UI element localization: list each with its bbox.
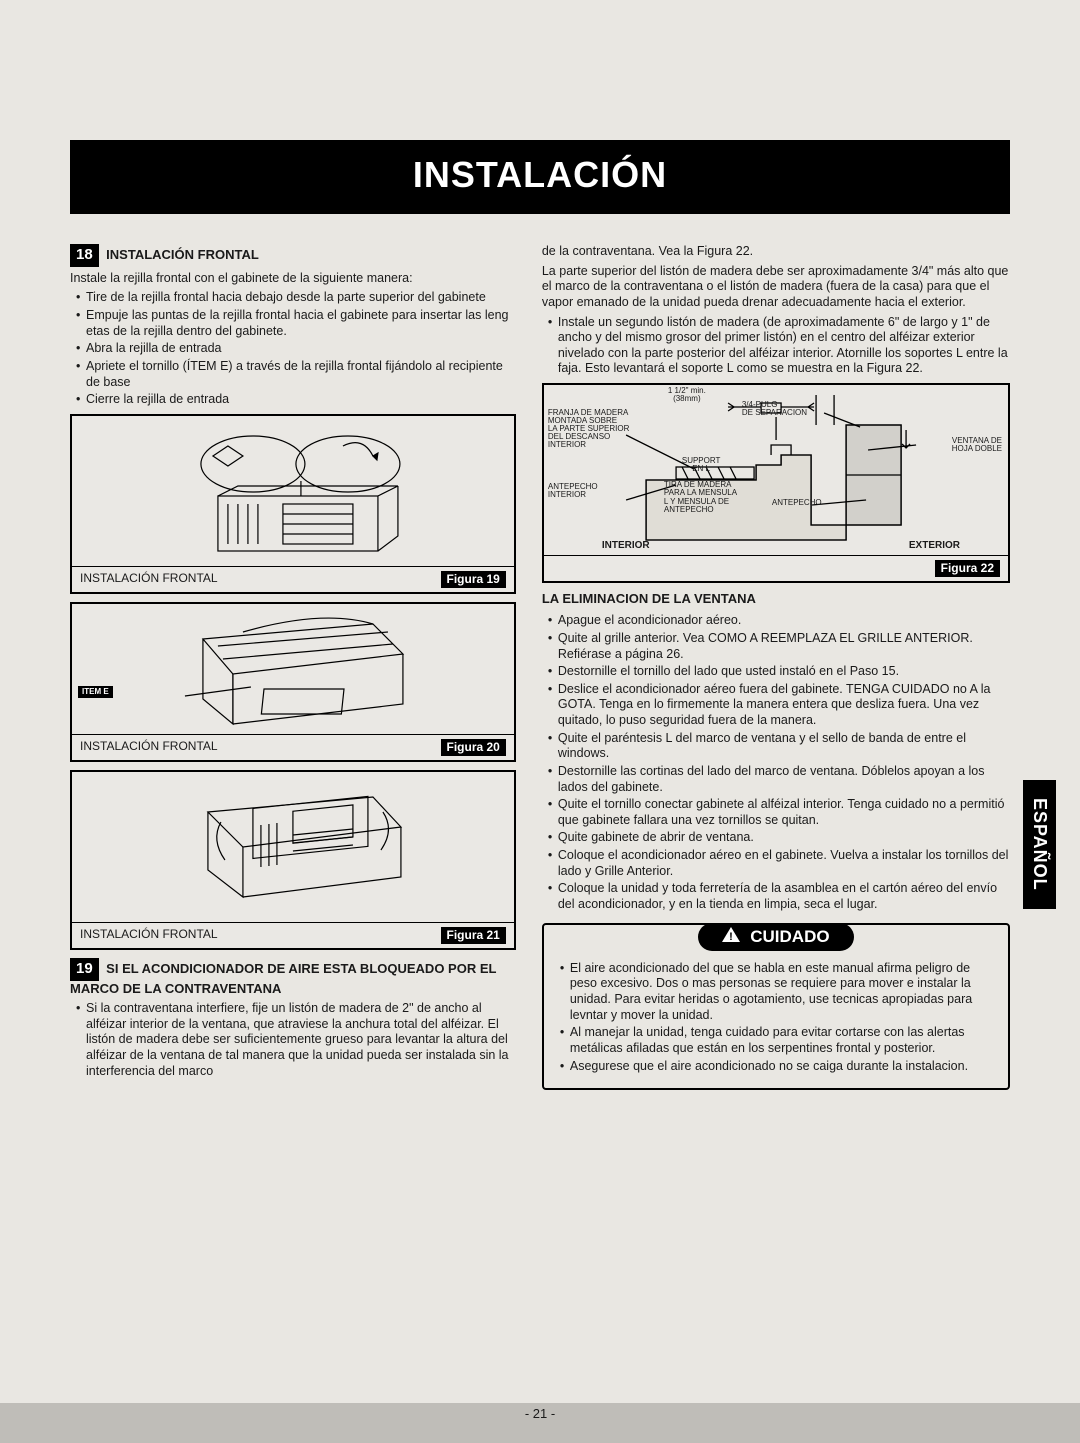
cuidado-pill: ! CUIDADO [698, 923, 853, 951]
continuation-text: de la contraventana. Vea la Figura 22. [542, 244, 1010, 260]
list-item: Deslice el acondicionador aéreo fuera de… [548, 682, 1010, 729]
figure-caption-left: INSTALACIÓN FRONTAL [80, 739, 218, 756]
page-number: - 21 - [70, 1406, 1010, 1421]
continuation-bullet: Instale un segundo listón de madera (de … [542, 315, 1010, 378]
list-item: Coloque el acondicionador aéreo en el ga… [548, 848, 1010, 879]
cuidado-label: CUIDADO [750, 927, 829, 946]
figure-caption-left: INSTALACIÓN FRONTAL [80, 927, 218, 944]
list-item: Instale un segundo listón de madera (de … [548, 315, 1010, 378]
list-item: Quite gabinete de abrir de ventana. [548, 830, 1010, 846]
figure-21: INSTALACIÓN FRONTAL Figura 21 [70, 770, 516, 950]
figure-caption-right: Figura 20 [441, 739, 506, 756]
list-item: Cierre la rejilla de entrada [76, 392, 516, 408]
eliminacion-list: Apague el acondicionador aéreo. Quite al… [542, 613, 1010, 912]
figure-caption-right: Figura 22 [935, 560, 1000, 577]
figure-22: 1 1/2" min. (38mm) FRANJA DE MADERA MONT… [542, 383, 1010, 583]
list-item: Abra la rejilla de entrada [76, 341, 516, 357]
figure-19: INSTALACIÓN FRONTAL Figura 19 [70, 414, 516, 594]
list-item: Al manejar la unidad, tenga cuidado para… [560, 1025, 998, 1056]
fig22-label: ANTEPECHO INTERIOR [548, 483, 598, 500]
continuation-text: La parte superior del listón de madera d… [542, 264, 1010, 311]
fig22-label: VENTANA DE HOJA DOBLE [952, 437, 1002, 454]
cuidado-box: ! CUIDADO El aire acondicionado del que … [542, 923, 1010, 1091]
list-item: Quite el tornillo conectar gabinete al a… [548, 797, 1010, 828]
item-e-label: ITEM E [78, 686, 113, 698]
fig22-label: SUPPORT EN L [682, 457, 721, 474]
list-item: Tire de la rejilla frontal hacia debajo … [76, 290, 516, 306]
list-item: Quite al grille anterior. Vea COMO A REE… [548, 631, 1010, 662]
content-columns: 18 INSTALACIÓN FRONTAL Instale la rejill… [70, 244, 1010, 1090]
section-title: INSTALACIÓN [70, 140, 1010, 214]
step-18-heading: INSTALACIÓN FRONTAL [106, 247, 259, 262]
list-item: Asegurese que el aire acondicionado no s… [560, 1059, 998, 1075]
list-item: El aire acondicionado del que se habla e… [560, 961, 998, 1024]
fig22-exterior: EXTERIOR [909, 541, 960, 552]
fig22-label: 3/4-PULG DE SEPARACION [742, 401, 807, 418]
list-item: Coloque la unidad y toda ferretería de l… [548, 881, 1010, 912]
list-item: Si la contraventana interfiere, fije un … [76, 1001, 516, 1079]
step-18-list: Tire de la rejilla frontal hacia debajo … [70, 290, 516, 407]
fig22-label: 1 1/2" min. (38mm) [668, 387, 706, 404]
step-18-intro: Instale la rejilla frontal con el gabine… [70, 271, 516, 287]
fig22-label: FRANJA DE MADERA MONTADA SOBRE LA PARTE … [548, 409, 630, 449]
list-item: Destornille las cortinas del lado del ma… [548, 764, 1010, 795]
fig22-label: TIRA DE MADERA PARA LA MENSULA L Y MENSU… [664, 481, 737, 515]
figure-caption-right: Figura 21 [441, 927, 506, 944]
step-19-list: Si la contraventana interfiere, fije un … [70, 1001, 516, 1079]
list-item: Quite el paréntesis L del marco de venta… [548, 731, 1010, 762]
fig22-interior: INTERIOR [602, 541, 650, 552]
list-item: Apriete el tornillo (ÍTEM E) a través de… [76, 359, 516, 390]
svg-text:!: ! [729, 931, 733, 942]
figure-caption-right: Figura 19 [441, 571, 506, 588]
list-item: Destornille el tornillo del lado que ust… [548, 664, 1010, 680]
cuidado-list: El aire acondicionado del que se habla e… [554, 961, 998, 1074]
left-column: 18 INSTALACIÓN FRONTAL Instale la rejill… [70, 244, 516, 1085]
eliminacion-heading: LA ELIMINACION DE LA VENTANA [542, 591, 1010, 607]
list-item: Empuje las puntas de la rejilla frontal … [76, 308, 516, 339]
figure-caption-left: INSTALACIÓN FRONTAL [80, 571, 218, 588]
figure-20: ITEM E INSTALACIÓN FRONTAL Figura 20 [70, 602, 516, 762]
step-19-heading: SI EL ACONDICIONADOR DE AIRE ESTA BLOQUE… [70, 961, 496, 996]
step-18-badge: 18 [70, 244, 99, 267]
step-19-badge: 19 [70, 958, 99, 981]
warning-icon: ! [722, 927, 740, 942]
fig22-label: ANTEPECHO [772, 499, 822, 507]
language-tab: ESPAÑOL [1023, 780, 1056, 909]
list-item: Apague el acondicionador aéreo. [548, 613, 1010, 629]
right-column: de la contraventana. Vea la Figura 22. L… [542, 244, 1010, 1090]
